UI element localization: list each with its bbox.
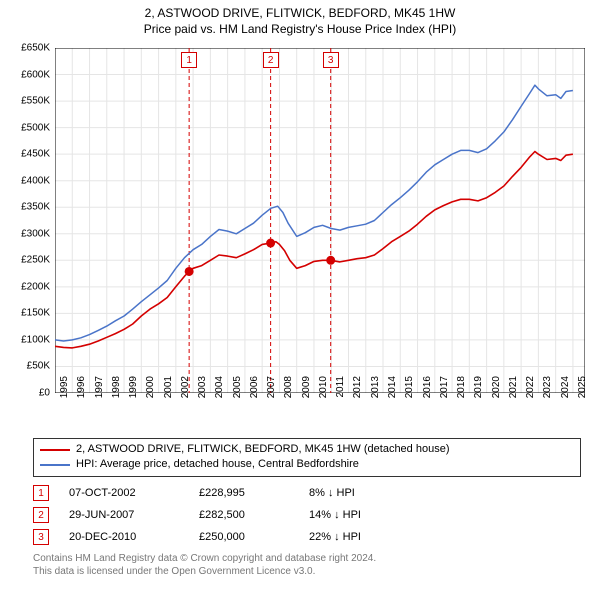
xtick-label: 2006 (249, 376, 260, 416)
xtick-label: 2010 (318, 376, 329, 416)
chart-area: 123£0£50K£100K£150K£200K£250K£300K£350K£… (55, 48, 585, 393)
ytick-label: £0 (0, 388, 50, 399)
sale-date-3: 20-DEC-2010 (69, 531, 199, 543)
sale-price-3: £250,000 (199, 531, 309, 543)
title-line-1: 2, ASTWOOD DRIVE, FLITWICK, BEDFORD, MK4… (0, 6, 600, 22)
legend-swatch-property (40, 449, 70, 451)
legend-label-property: 2, ASTWOOD DRIVE, FLITWICK, BEDFORD, MK4… (76, 442, 449, 457)
chart-annot-1: 1 (181, 52, 197, 68)
ytick-label: £400K (0, 175, 50, 186)
xtick-label: 1999 (128, 376, 139, 416)
xtick-label: 1997 (94, 376, 105, 416)
xtick-label: 2017 (439, 376, 450, 416)
title-line-2: Price paid vs. HM Land Registry's House … (0, 22, 600, 38)
ytick-label: £350K (0, 202, 50, 213)
xtick-label: 2008 (283, 376, 294, 416)
sales-row-3: 3 20-DEC-2010 £250,000 22% ↓ HPI (33, 526, 429, 548)
ytick-label: £650K (0, 43, 50, 54)
legend: 2, ASTWOOD DRIVE, FLITWICK, BEDFORD, MK4… (33, 438, 581, 477)
sales-row-1: 1 07-OCT-2002 £228,995 8% ↓ HPI (33, 482, 429, 504)
footer: Contains HM Land Registry data © Crown c… (33, 552, 376, 578)
legend-row-hpi: HPI: Average price, detached house, Cent… (40, 457, 574, 472)
legend-row-property: 2, ASTWOOD DRIVE, FLITWICK, BEDFORD, MK4… (40, 442, 574, 457)
xtick-label: 1995 (59, 376, 70, 416)
xtick-label: 2002 (180, 376, 191, 416)
xtick-label: 2000 (145, 376, 156, 416)
ytick-label: £550K (0, 96, 50, 107)
chart-container: 2, ASTWOOD DRIVE, FLITWICK, BEDFORD, MK4… (0, 0, 600, 590)
ytick-label: £250K (0, 255, 50, 266)
ytick-label: £600K (0, 69, 50, 80)
chart-annot-3: 3 (323, 52, 339, 68)
ytick-label: £450K (0, 149, 50, 160)
sales-table: 1 07-OCT-2002 £228,995 8% ↓ HPI 2 29-JUN… (33, 482, 429, 548)
ytick-label: £500K (0, 122, 50, 133)
sale-delta-2: 14% ↓ HPI (309, 509, 429, 521)
legend-label-hpi: HPI: Average price, detached house, Cent… (76, 457, 359, 472)
footer-line-1: Contains HM Land Registry data © Crown c… (33, 552, 376, 565)
sale-date-2: 29-JUN-2007 (69, 509, 199, 521)
ytick-label: £300K (0, 228, 50, 239)
xtick-label: 2024 (560, 376, 571, 416)
chart-title: 2, ASTWOOD DRIVE, FLITWICK, BEDFORD, MK4… (0, 0, 600, 37)
xtick-label: 2013 (370, 376, 381, 416)
footer-line-2: This data is licensed under the Open Gov… (33, 565, 376, 578)
xtick-label: 2022 (525, 376, 536, 416)
sale-marker-2: 2 (33, 507, 49, 523)
ytick-label: £100K (0, 334, 50, 345)
xtick-label: 2025 (577, 376, 588, 416)
xtick-label: 2005 (232, 376, 243, 416)
sale-delta-3: 22% ↓ HPI (309, 531, 429, 543)
xtick-label: 2015 (404, 376, 415, 416)
ytick-label: £50K (0, 361, 50, 372)
sale-price-1: £228,995 (199, 487, 309, 499)
xtick-label: 2016 (422, 376, 433, 416)
xtick-label: 2004 (214, 376, 225, 416)
xtick-label: 2001 (163, 376, 174, 416)
xtick-label: 2007 (266, 376, 277, 416)
xtick-label: 2021 (508, 376, 519, 416)
xtick-label: 2012 (352, 376, 363, 416)
chart-plot (55, 48, 585, 393)
xtick-label: 2003 (197, 376, 208, 416)
xtick-label: 1996 (76, 376, 87, 416)
xtick-label: 2020 (491, 376, 502, 416)
xtick-label: 2019 (473, 376, 484, 416)
legend-swatch-hpi (40, 464, 70, 466)
xtick-label: 1998 (111, 376, 122, 416)
ytick-label: £150K (0, 308, 50, 319)
sale-marker-1: 1 (33, 485, 49, 501)
xtick-label: 2011 (335, 376, 346, 416)
sale-date-1: 07-OCT-2002 (69, 487, 199, 499)
xtick-label: 2014 (387, 376, 398, 416)
sales-row-2: 2 29-JUN-2007 £282,500 14% ↓ HPI (33, 504, 429, 526)
sale-price-2: £282,500 (199, 509, 309, 521)
sale-delta-1: 8% ↓ HPI (309, 487, 429, 499)
sale-marker-3: 3 (33, 529, 49, 545)
xtick-label: 2009 (301, 376, 312, 416)
xtick-label: 2018 (456, 376, 467, 416)
chart-annot-2: 2 (263, 52, 279, 68)
ytick-label: £200K (0, 281, 50, 292)
xtick-label: 2023 (542, 376, 553, 416)
